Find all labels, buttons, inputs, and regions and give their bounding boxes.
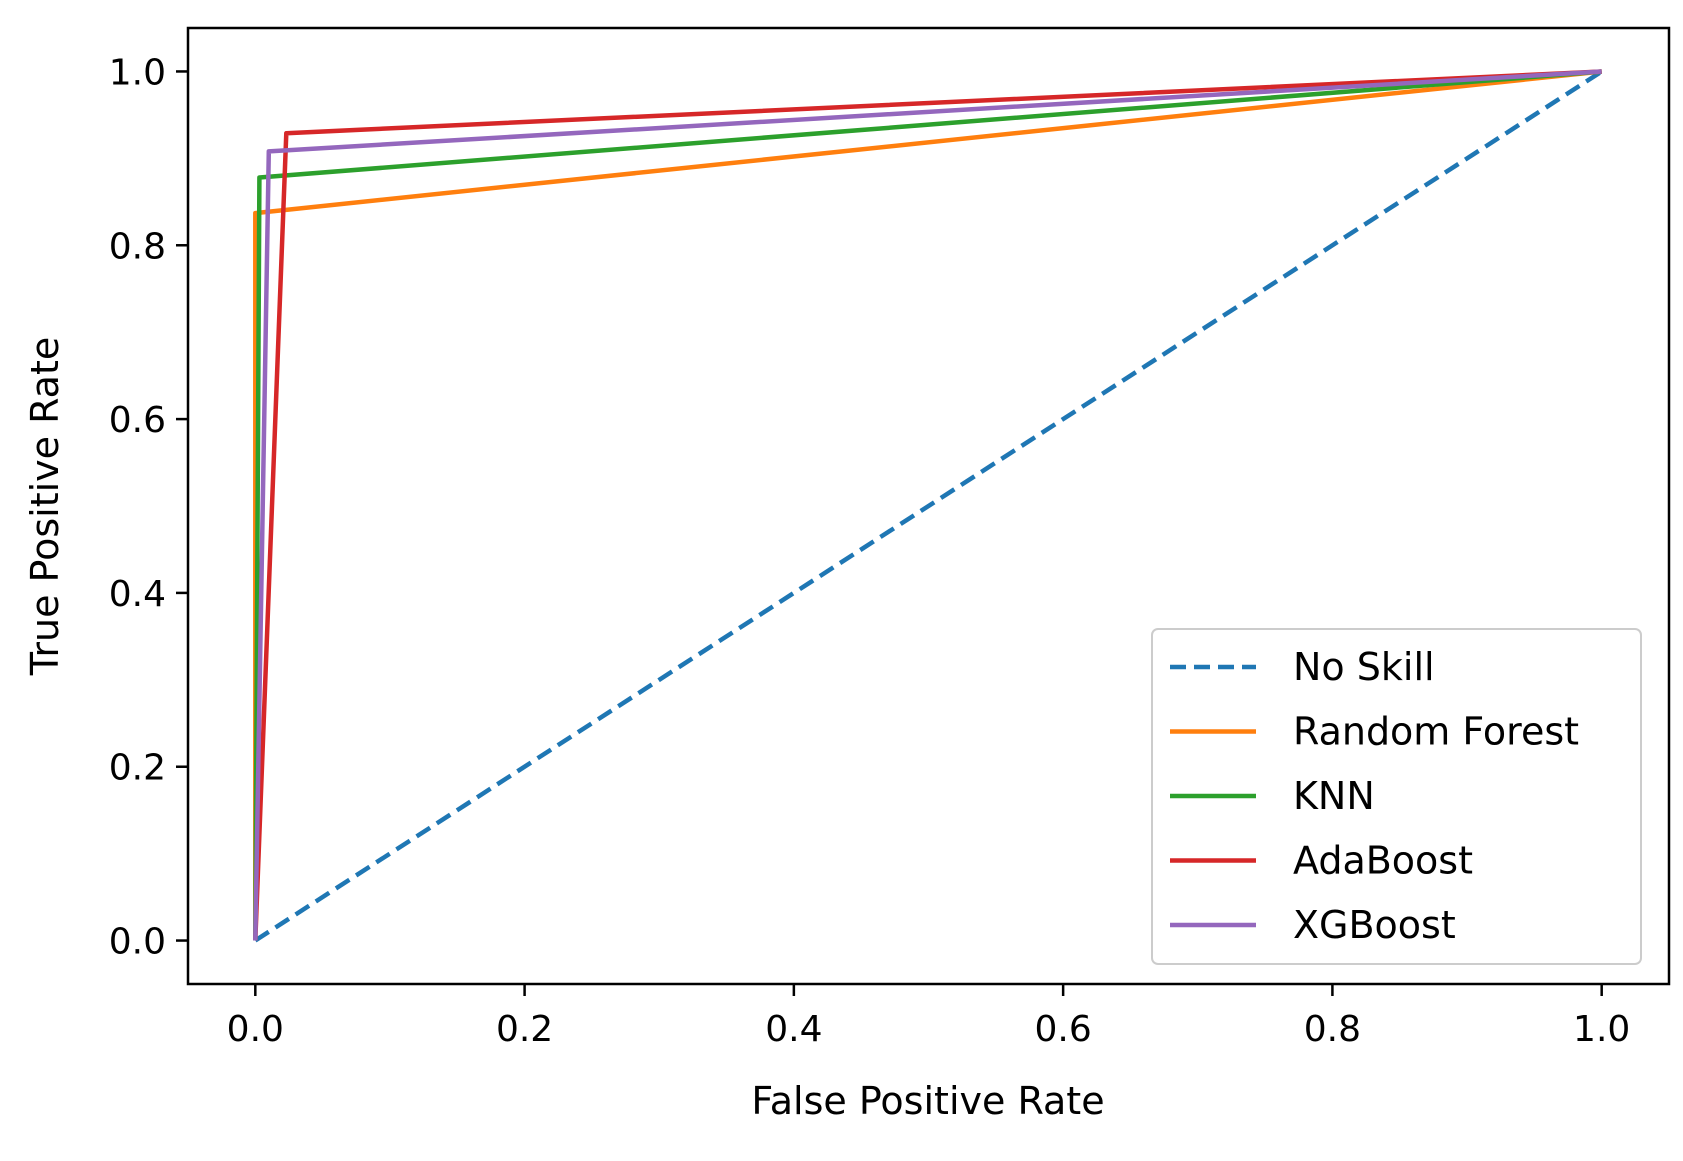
legend-label: No Skill — [1293, 645, 1435, 689]
y-tick-label: 0.0 — [109, 922, 166, 963]
y-tick-label: 0.8 — [109, 226, 166, 267]
x-tick-label: 0.0 — [227, 1009, 284, 1050]
series-line-4 — [253, 69, 1602, 941]
legend-label: AdaBoost — [1293, 839, 1473, 883]
series-line-0 — [254, 69, 1603, 943]
y-axis-label: True Positive Rate — [23, 337, 67, 677]
series-line-3 — [253, 69, 1602, 941]
series-line-2 — [253, 69, 1602, 941]
x-tick-label: 0.8 — [1304, 1009, 1361, 1050]
plot-lines — [253, 69, 1603, 943]
legend-label: Random Forest — [1293, 710, 1579, 754]
x-axis-ticks: 0.0 0.2 0.4 0.6 0.8 1.0 — [227, 984, 1630, 1050]
legend-entries: No Skill Random Forest KNN AdaBoost XGBoost — [1170, 645, 1579, 947]
y-tick-label: 0.2 — [109, 748, 166, 789]
legend-label: KNN — [1293, 774, 1375, 818]
legend-frame — [1151, 628, 1642, 965]
x-axis-label: False Positive Rate — [751, 1079, 1104, 1123]
x-tick-label: 0.4 — [765, 1009, 822, 1050]
axes-frame — [186, 26, 1671, 986]
x-tick-label: 0.2 — [496, 1009, 553, 1050]
y-tick-label: 1.0 — [109, 52, 166, 93]
y-tick-label: 0.6 — [109, 400, 166, 441]
y-tick-label: 0.4 — [109, 574, 166, 615]
legend-label: XGBoost — [1293, 903, 1456, 947]
legend: No Skill Random Forest KNN AdaBoost XGBoost — [1151, 628, 1642, 965]
y-axis-ticks: 0.0 0.2 0.4 0.6 0.8 1.0 — [109, 52, 188, 963]
x-tick-label: 1.0 — [1573, 1009, 1630, 1050]
x-tick-label: 0.6 — [1035, 1009, 1092, 1050]
